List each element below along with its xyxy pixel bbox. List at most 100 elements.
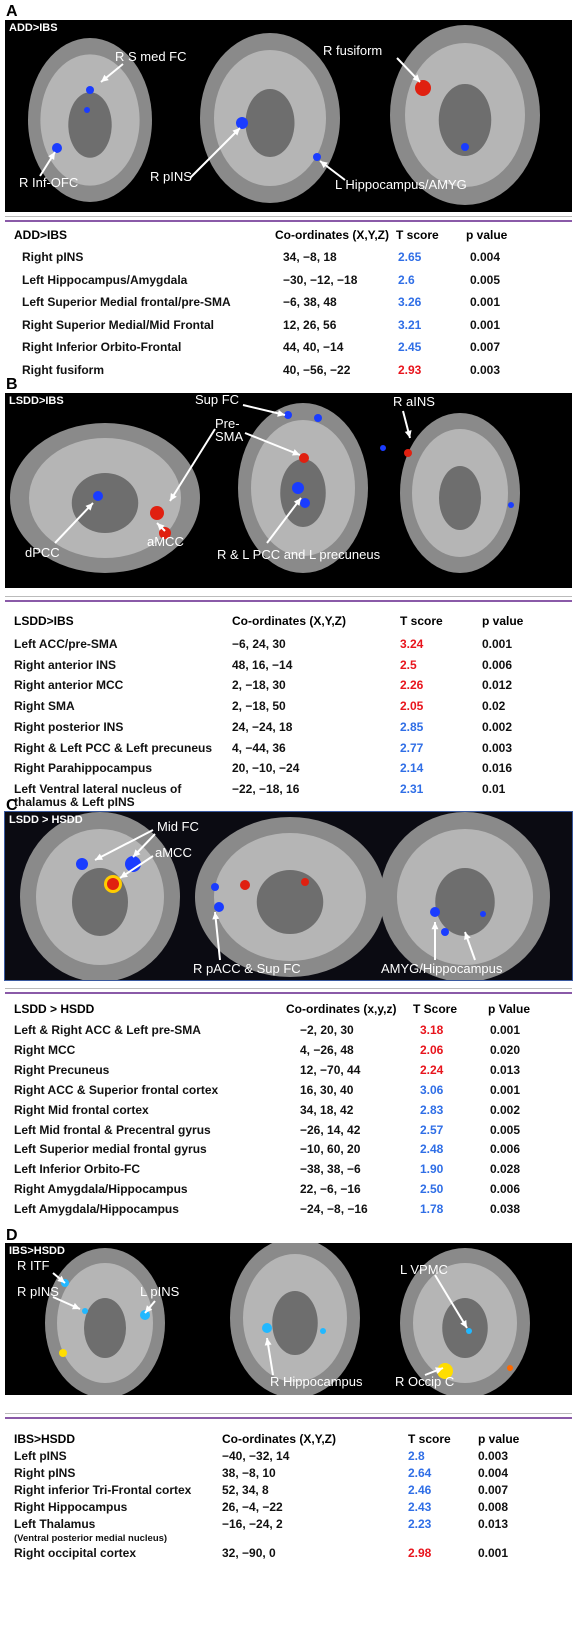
- t-score-cell: 3.26: [398, 296, 421, 309]
- coords-cell: −10, 60, 20: [300, 1143, 360, 1156]
- activation-blob: [320, 1328, 326, 1334]
- coords-cell: 12, −70, 44: [300, 1064, 360, 1077]
- coords-cell: 52, 34, 8: [222, 1484, 269, 1497]
- t-score-cell: 2.6: [398, 274, 415, 287]
- t-score-cell: 2.31: [400, 783, 423, 796]
- t-score-cell: 2.23: [408, 1518, 431, 1531]
- region-cell: Right & Left PCC & Left precuneus: [14, 742, 212, 755]
- t-score-cell: 2.8: [408, 1450, 425, 1463]
- table-header: ADD>IBS: [14, 228, 67, 242]
- region-label: aMCC: [155, 846, 192, 859]
- region-cell: Left Inferior Orbito-FC: [14, 1163, 140, 1176]
- region-label: R Inf-OFC: [19, 176, 78, 189]
- coords-cell: 38, −8, 10: [222, 1467, 276, 1480]
- coords-cell: −6, 38, 48: [283, 296, 337, 309]
- coords-cell: 22, −6, −16: [300, 1183, 361, 1196]
- coords-cell: 32, −90, 0: [222, 1547, 276, 1560]
- t-score-cell: 2.43: [408, 1501, 431, 1514]
- region-label: R & L PCC and L precuneus: [217, 548, 380, 561]
- activation-blob: [82, 1308, 88, 1314]
- region-label: Mid FC: [157, 820, 199, 833]
- activation-blob: [150, 506, 164, 520]
- p-value-cell: 0.001: [478, 1547, 508, 1560]
- p-value-cell: 0.006: [490, 1183, 520, 1196]
- t-score-cell: 2.5: [400, 659, 417, 672]
- t-score-cell: 2.14: [400, 762, 423, 775]
- coords-cell: 34, −8, 18: [283, 251, 337, 264]
- p-value-cell: 0.028: [490, 1163, 520, 1176]
- activation-blob: [507, 1365, 513, 1371]
- t-score-cell: 2.05: [400, 700, 423, 713]
- coords-cell: 44, 40, −14: [283, 341, 343, 354]
- activation-blob: [93, 491, 103, 501]
- t-score-cell: 2.46: [408, 1484, 431, 1497]
- coords-cell: −26, 14, 42: [300, 1124, 360, 1137]
- brain-drawing: [5, 1243, 572, 1395]
- region-cell: Right Mid frontal cortex: [14, 1104, 149, 1117]
- coords-cell: 2, −18, 50: [232, 700, 286, 713]
- table-header: IBS>HSDD: [14, 1432, 75, 1446]
- region-label: R aINS: [393, 395, 435, 408]
- region-label: dPCC: [25, 546, 60, 559]
- region-note: (Ventral posterior medial nucleus): [14, 1533, 167, 1544]
- region-cell: Left Mid frontal & Precentral gyrus: [14, 1124, 211, 1137]
- p-value-cell: 0.003: [482, 742, 512, 755]
- region-label: R S med FC: [115, 50, 187, 63]
- coords-cell: 34, 18, 42: [300, 1104, 353, 1117]
- activation-blob: [299, 453, 309, 463]
- p-value-cell: 0.003: [470, 364, 500, 377]
- region-cell: Left Ventral lateral nucleus of thalamus…: [14, 783, 181, 809]
- coords-cell: 16, 30, 40: [300, 1084, 353, 1097]
- coords-cell: 24, −24, 18: [232, 721, 292, 734]
- table-header: LSDD>IBS: [14, 614, 74, 628]
- region-cell: Right MCC: [14, 1044, 75, 1057]
- table-header: T score: [408, 1432, 451, 1446]
- p-value-cell: 0.006: [490, 1143, 520, 1156]
- region-cell: Right occipital cortex: [14, 1547, 136, 1560]
- table-header: T score: [400, 614, 443, 628]
- t-score-cell: 2.24: [420, 1064, 443, 1077]
- region-cell: Left Hippocampus/Amygdala: [22, 274, 187, 287]
- separator: [5, 1413, 572, 1419]
- p-value-cell: 0.003: [478, 1450, 508, 1463]
- t-score-cell: 2.98: [408, 1547, 431, 1560]
- coords-cell: −6, 24, 30: [232, 638, 286, 651]
- coords-cell: 4, −44, 36: [232, 742, 286, 755]
- activation-blob: [262, 1323, 272, 1333]
- brain-drawing: [5, 20, 572, 212]
- region-label: AMYG/Hippocampus: [381, 962, 502, 975]
- activation-blob: [314, 414, 322, 422]
- p-value-cell: 0.002: [482, 721, 512, 734]
- activation-blob: [508, 502, 514, 508]
- table-header: T score: [396, 228, 439, 242]
- t-score-cell: 3.24: [400, 638, 423, 651]
- region-cell: Right Superior Medial/Mid Frontal: [22, 319, 214, 332]
- region-label: aMCC: [147, 535, 184, 548]
- coords-cell: −40, −32, 14: [222, 1450, 289, 1463]
- p-value-cell: 0.013: [490, 1064, 520, 1077]
- t-score-cell: 3.06: [420, 1084, 443, 1097]
- brain-core: [246, 89, 295, 157]
- coords-cell: 2, −18, 30: [232, 679, 286, 692]
- panel-letter: A: [6, 3, 18, 21]
- region-label: L VPMC: [400, 1263, 448, 1276]
- table-header: p Value: [488, 1002, 530, 1016]
- coords-cell: 48, 16, −14: [232, 659, 292, 672]
- p-value-cell: 0.004: [470, 251, 500, 264]
- p-value-cell: 0.020: [490, 1044, 520, 1057]
- t-score-cell: 2.64: [408, 1467, 431, 1480]
- activation-blob: [84, 107, 90, 113]
- activation-blob: [466, 1328, 472, 1334]
- table-header: Co-ordinates (x,y,z): [286, 1002, 396, 1016]
- activation-blob: [380, 445, 386, 451]
- coords-cell: 40, −56, −22: [283, 364, 350, 377]
- t-score-cell: 3.18: [420, 1024, 443, 1037]
- t-score-cell: 2.45: [398, 341, 421, 354]
- contrast-label: IBS>HSDD: [9, 1245, 65, 1257]
- t-score-cell: 2.26: [400, 679, 423, 692]
- p-value-cell: 0.005: [470, 274, 500, 287]
- t-score-cell: 2.50: [420, 1183, 443, 1196]
- region-label: R pINS: [17, 1285, 59, 1298]
- t-score-cell: 3.21: [398, 319, 421, 332]
- region-cell: Right pINS: [22, 251, 83, 264]
